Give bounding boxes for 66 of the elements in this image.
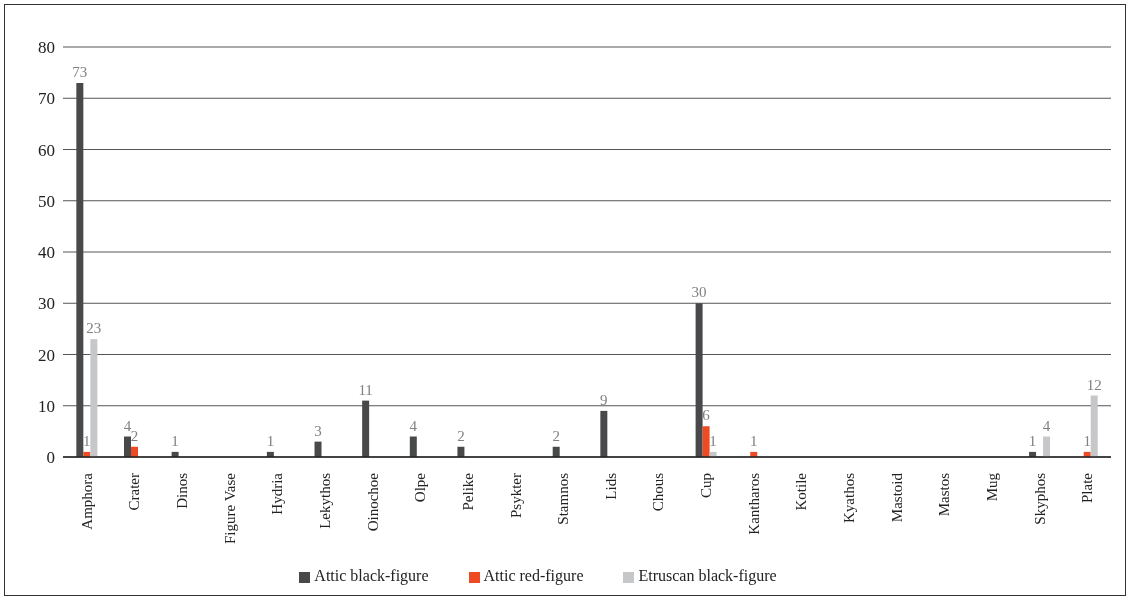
bar bbox=[90, 339, 98, 457]
data-label: 73 bbox=[72, 63, 88, 80]
data-label: 4 bbox=[409, 417, 418, 434]
x-tick-label: Plate bbox=[1079, 472, 1096, 503]
y-tick-label: 80 bbox=[38, 38, 55, 58]
x-tick-label: Oinochoe bbox=[364, 472, 381, 532]
data-label: 2 bbox=[457, 427, 465, 444]
x-tick-label: Crater bbox=[126, 473, 143, 511]
x-tick-label: Mastos bbox=[936, 472, 953, 517]
data-label: 23 bbox=[86, 320, 102, 337]
data-label: 1 bbox=[83, 432, 91, 449]
x-tick-label: Kyathos bbox=[841, 472, 857, 523]
data-label: 4 bbox=[123, 417, 132, 434]
data-label: 1 bbox=[1083, 432, 1091, 449]
x-tick-label: Kotile bbox=[793, 472, 810, 511]
x-tick-label: Amphora bbox=[78, 472, 95, 530]
bar bbox=[362, 400, 370, 457]
data-label: 1 bbox=[171, 432, 179, 449]
x-tick-label: Mastoid bbox=[888, 472, 905, 523]
bar bbox=[409, 436, 417, 457]
data-label: 12 bbox=[1086, 376, 1102, 393]
data-label: 4 bbox=[1042, 417, 1051, 434]
data-label: 3 bbox=[314, 422, 322, 439]
data-label: 9 bbox=[600, 391, 608, 408]
y-tick-label: 30 bbox=[38, 294, 55, 314]
data-label: 30 bbox=[691, 284, 707, 301]
x-tick-label: Lids bbox=[602, 472, 619, 500]
y-tick-label: 10 bbox=[38, 396, 55, 416]
bar bbox=[314, 441, 322, 457]
x-tick-label: Chous bbox=[650, 472, 667, 512]
data-label: 1 bbox=[709, 432, 717, 449]
y-tick-label: 70 bbox=[38, 89, 55, 109]
data-label: 6 bbox=[702, 407, 711, 424]
y-tick-label: 40 bbox=[38, 243, 55, 263]
legend-label: Attic red-figure bbox=[483, 567, 584, 584]
bar bbox=[1043, 436, 1051, 457]
bar bbox=[702, 426, 710, 457]
bar bbox=[76, 82, 84, 457]
bar bbox=[600, 410, 608, 457]
x-tick-label: Kantharos bbox=[745, 472, 762, 535]
bar bbox=[1090, 395, 1098, 457]
x-tick-label: Stamnos bbox=[555, 472, 572, 525]
x-tick-label: Cup bbox=[698, 473, 715, 499]
x-tick-label: Mug bbox=[983, 472, 1000, 502]
data-label: 2 bbox=[552, 427, 560, 444]
bar bbox=[695, 303, 703, 457]
x-tick-label: Olpe bbox=[412, 472, 429, 503]
legend-label: Etruscan black-figure bbox=[638, 567, 777, 584]
data-label: 11 bbox=[358, 381, 373, 398]
x-tick-label: Dinos bbox=[174, 472, 191, 509]
legend-label: Attic black-figure bbox=[314, 567, 429, 584]
x-tick-label: Pelike bbox=[459, 472, 476, 511]
y-tick-label: 50 bbox=[38, 191, 55, 211]
x-tick-label: Hydria bbox=[269, 472, 286, 515]
data-label: 2 bbox=[130, 427, 139, 444]
data-label: 1 bbox=[1028, 432, 1037, 449]
data-label: 1 bbox=[750, 432, 758, 449]
x-tick-label: Psykter bbox=[507, 473, 524, 518]
x-tick-label: Figure Vase bbox=[221, 472, 238, 544]
bar bbox=[123, 436, 131, 457]
x-tick-label: Lekythos bbox=[317, 472, 333, 529]
data-label: 1 bbox=[266, 432, 275, 449]
y-tick-label: 20 bbox=[38, 345, 55, 365]
y-tick-label: 60 bbox=[38, 140, 55, 160]
x-tick-label: Skyphos bbox=[1031, 472, 1048, 525]
y-tick-label: 0 bbox=[46, 448, 55, 468]
